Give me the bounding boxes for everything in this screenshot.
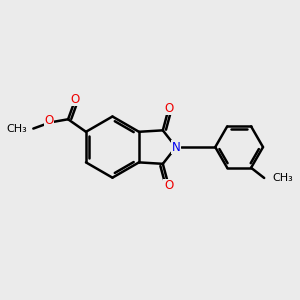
- Text: O: O: [164, 179, 173, 192]
- Text: O: O: [164, 102, 173, 115]
- Text: CH₃: CH₃: [272, 173, 293, 183]
- Text: N: N: [172, 141, 180, 154]
- Text: O: O: [44, 114, 53, 128]
- Text: O: O: [71, 92, 80, 106]
- Text: CH₃: CH₃: [7, 124, 28, 134]
